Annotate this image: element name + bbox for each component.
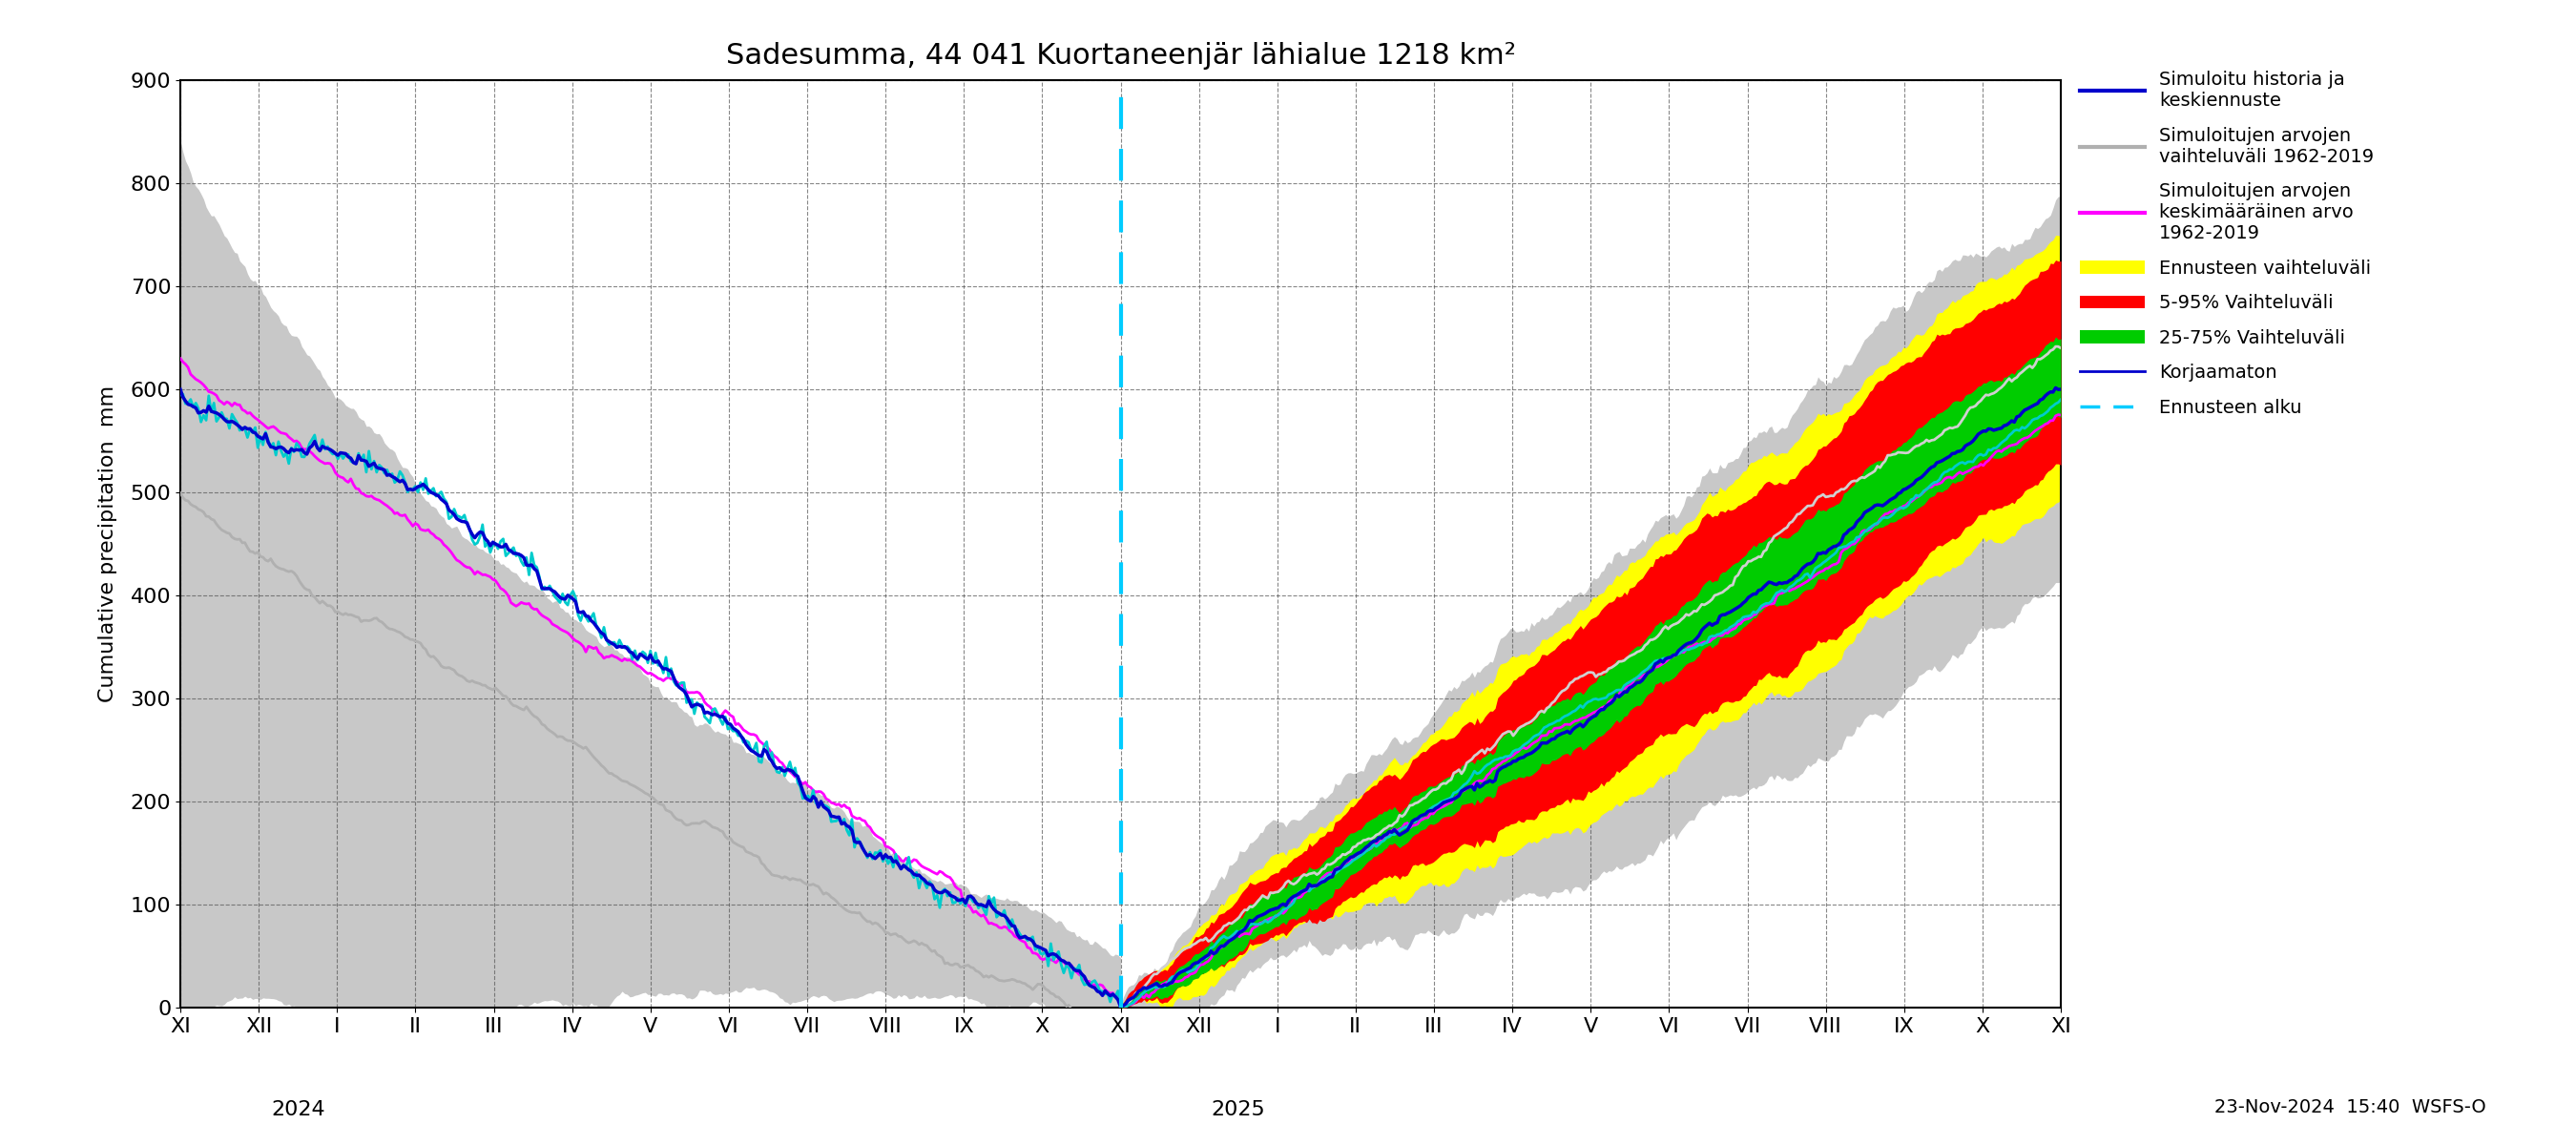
Y-axis label: Cumulative precipitation  mm: Cumulative precipitation mm — [98, 386, 116, 702]
Text: 2024: 2024 — [270, 1100, 325, 1120]
Title: Sadesumma, 44 041 Kuortaneenjär lähialue 1218 km²: Sadesumma, 44 041 Kuortaneenjär lähialue… — [726, 42, 1515, 70]
Text: 23-Nov-2024  15:40  WSFS-O: 23-Nov-2024 15:40 WSFS-O — [2215, 1098, 2486, 1116]
Legend: Simuloitu historia ja
keskiennuste, Simuloitujen arvojen
vaihteluväli 1962-2019,: Simuloitu historia ja keskiennuste, Simu… — [2079, 71, 2375, 417]
Text: 2025: 2025 — [1211, 1100, 1265, 1120]
